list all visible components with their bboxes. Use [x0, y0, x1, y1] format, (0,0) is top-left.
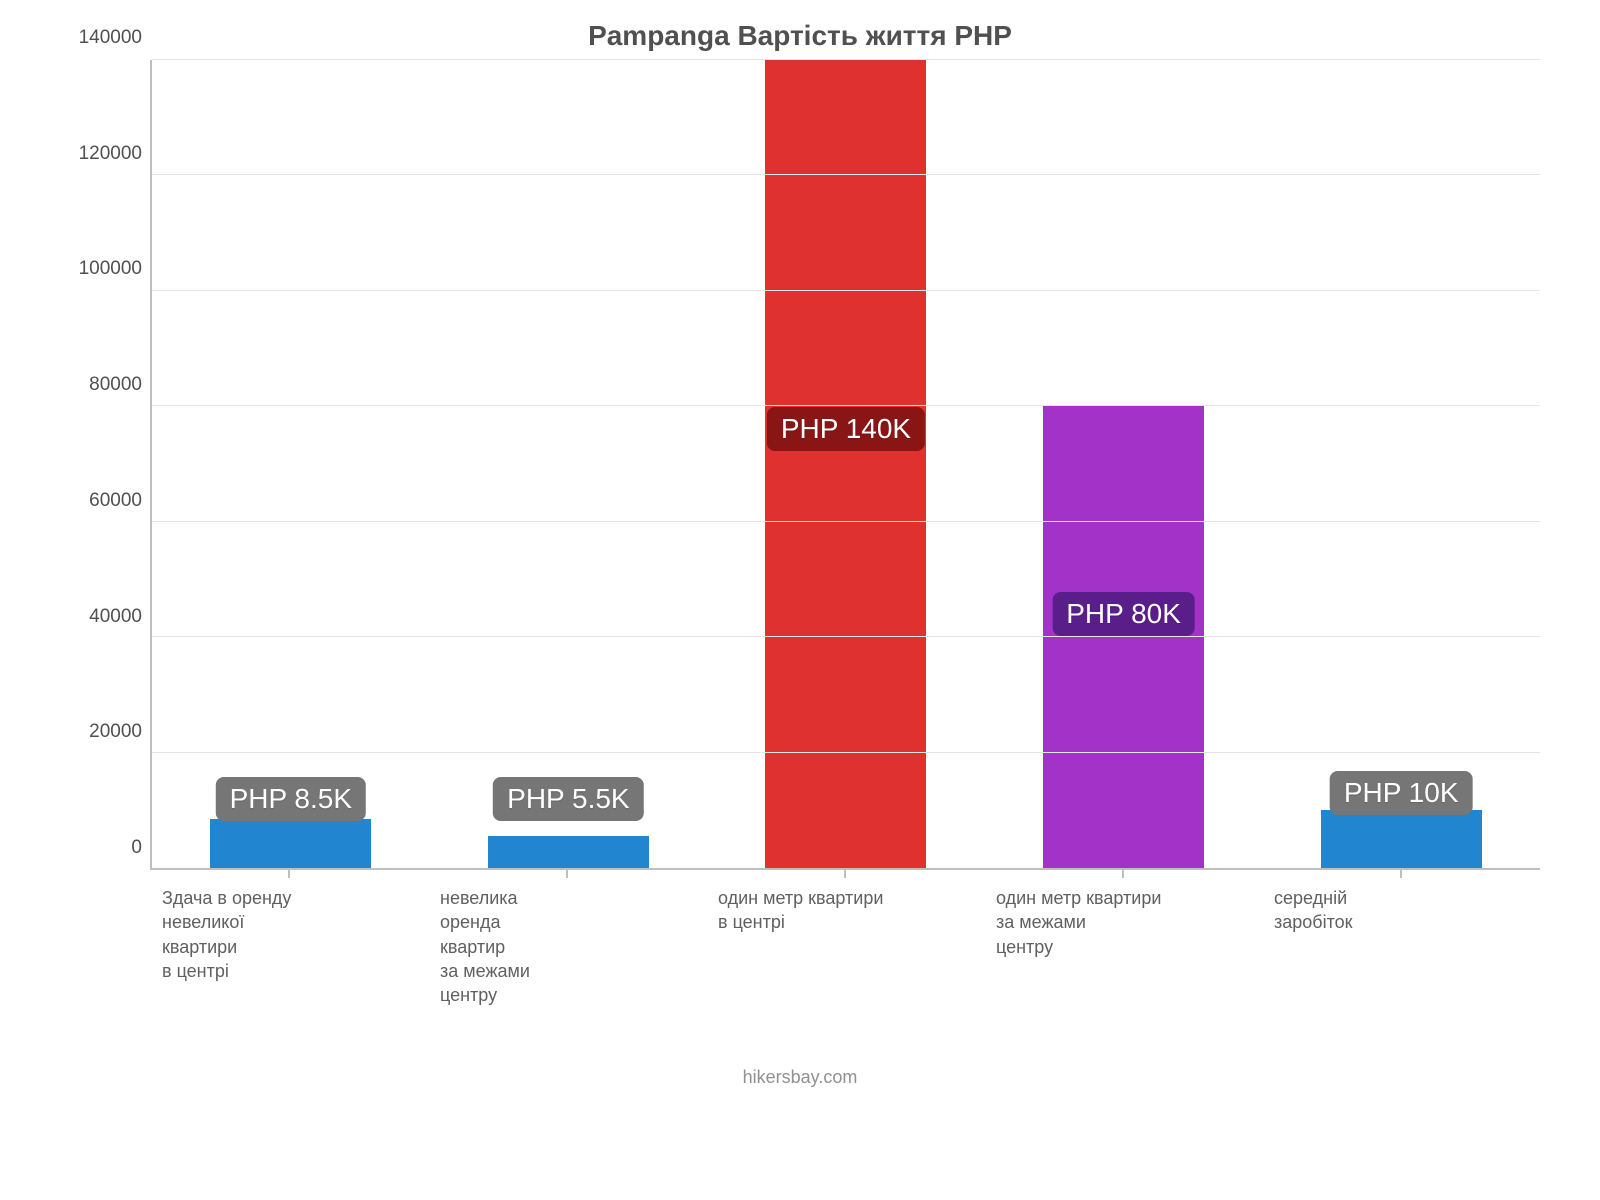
y-tick-label: 140000	[79, 27, 142, 49]
x-tick-wrap	[1262, 870, 1540, 880]
bar-slot: PHP 80K	[985, 60, 1263, 868]
y-tick-label: 0	[131, 837, 142, 859]
x-tick-wrap	[984, 870, 1262, 880]
x-axis-label: Здача в оренду невеликої квартири в цент…	[162, 886, 332, 983]
y-tick-label: 100000	[79, 258, 142, 280]
y-tick-label: 60000	[89, 490, 142, 512]
y-tick-label: 20000	[89, 721, 142, 743]
y-tick-label: 120000	[79, 143, 142, 165]
chart-title: Pampanga Вартість життя PHP	[60, 20, 1540, 52]
x-axis-label: середній заробіток	[1274, 886, 1444, 935]
grid-line	[152, 752, 1540, 753]
x-label-slot: невелика оренда квартир за межами центру	[428, 886, 706, 1007]
bar	[1321, 810, 1482, 868]
x-axis-label: невелика оренда квартир за межами центру	[440, 886, 610, 1007]
bars-container: PHP 8.5K PHP 5.5K PHP 140K PHP 80K PHP 10K	[152, 60, 1540, 868]
y-axis: 020000400006000080000100000120000140000	[60, 60, 150, 870]
x-labels-row: Здача в оренду невеликої квартири в цент…	[150, 886, 1540, 1007]
value-badge: PHP 5.5K	[493, 777, 643, 821]
x-tick	[288, 868, 290, 878]
grid-line	[152, 290, 1540, 291]
grid-line	[152, 636, 1540, 637]
bar-slot: PHP 8.5K	[152, 60, 430, 868]
grid-line	[152, 59, 1540, 60]
grid-line	[152, 405, 1540, 406]
x-tick-wrap	[150, 870, 428, 880]
bar-slot: PHP 140K	[707, 60, 985, 868]
x-label-slot: середній заробіток	[1262, 886, 1540, 1007]
grid-line	[152, 521, 1540, 522]
x-tick-row	[150, 870, 1540, 880]
x-tick-wrap	[706, 870, 984, 880]
value-badge: PHP 10K	[1330, 771, 1473, 815]
y-tick-label: 80000	[89, 374, 142, 396]
x-tick	[844, 868, 846, 878]
value-badge: PHP 140K	[767, 407, 925, 451]
cost-of-living-chart: Pampanga Вартість життя PHP 0 20000 40000 6…	[0, 0, 1600, 1200]
x-axis-label: один метр квартири за межами центру	[996, 886, 1166, 959]
bar-slot: PHP 5.5K	[430, 60, 708, 868]
bar	[765, 60, 926, 868]
bar	[488, 836, 649, 868]
x-tick	[1400, 868, 1402, 878]
x-tick	[1122, 868, 1124, 878]
bar	[210, 819, 371, 868]
value-badge: PHP 80K	[1052, 592, 1195, 636]
grid-line	[152, 174, 1540, 175]
x-tick-wrap	[428, 870, 706, 880]
bar-slot: PHP 10K	[1262, 60, 1540, 868]
value-badge: PHP 8.5K	[216, 777, 366, 821]
x-label-slot: Здача в оренду невеликої квартири в цент…	[150, 886, 428, 1007]
x-axis-label: один метр квартири в центрі	[718, 886, 888, 935]
x-tick	[566, 868, 568, 878]
plot-area: PHP 8.5K PHP 5.5K PHP 140K PHP 80K PHP 10K	[150, 60, 1540, 870]
y-tick-label: 40000	[89, 606, 142, 628]
plot-row: 020000400006000080000100000120000140000 …	[60, 60, 1540, 870]
x-label-slot: один метр квартири в центрі	[706, 886, 984, 1007]
credit-text: hikersbay.com	[60, 1067, 1540, 1088]
x-label-slot: один метр квартири за межами центру	[984, 886, 1262, 1007]
